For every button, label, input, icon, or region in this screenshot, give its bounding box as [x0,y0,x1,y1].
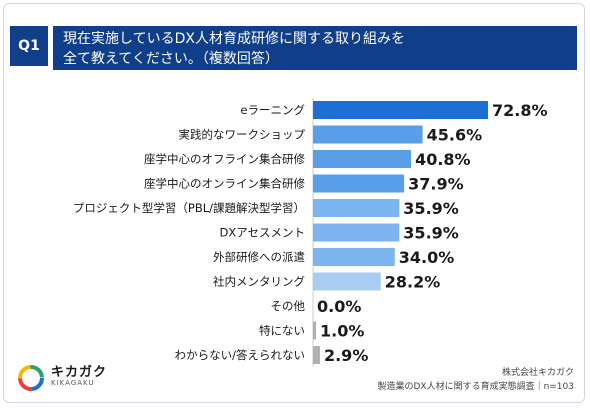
category-label: その他 [271,299,306,313]
value-label: 34.0% [399,248,455,267]
category-label: わからない/答えられない [175,348,305,362]
category-label: eラーニング [240,103,305,117]
bar [313,150,412,168]
category-label: 座学中心のオンライン集合研修 [144,177,305,191]
value-label: 72.8% [492,101,548,120]
value-label: 28.2% [385,273,441,292]
value-label: 35.9% [403,224,459,243]
kikagaku-logo-icon [18,365,44,391]
bar [313,199,400,217]
category-label: 外部研修への派遣 [213,250,305,264]
bar [313,248,395,266]
company-logo: キカガク KIKAGAKU [17,360,147,400]
source-company: 株式会社キカガク [501,368,574,378]
question-title-line2: 全て教えてください。（複数回答） [63,51,279,67]
question-title: 現在実施しているDX人材育成研修に関する取り組みを 全て教えてください。（複数回… [53,26,577,70]
bar [313,346,320,364]
category-label: 社内メンタリング [213,275,305,289]
source-note: 株式会社キカガク 製造業のDX人材に関する育成実態調査｜n=103 [377,366,574,394]
value-label: 40.8% [415,150,471,169]
bar [313,321,316,340]
source-survey: 製造業のDX人材に関する育成実態調査｜n=103 [377,382,574,392]
value-label: 1.0% [320,322,364,341]
bar [313,174,405,193]
bar [313,125,423,144]
category-label: 実践的なワークショップ [179,128,306,142]
logo-name: キカガク [51,365,108,380]
value-label: 35.9% [403,199,459,218]
bar [313,272,381,291]
category-label: プロジェクト型学習（PBL/課題解決型学習） [73,201,305,215]
question-title-line1: 現在実施しているDX人材育成研修に関する取り組みを [63,31,405,47]
value-label: 37.9% [408,175,464,194]
value-label: 2.9% [324,346,368,365]
value-label: 0.0% [317,297,361,316]
value-label: 45.6% [427,126,483,145]
bar [313,223,400,242]
logo-subtitle: KIKAGAKU [51,379,95,387]
category-label: 特にない [259,324,305,338]
bar [313,101,488,119]
category-label: 座学中心のオフライン集合研修 [144,152,305,166]
question-badge: Q1 [10,26,48,66]
category-label: DXアセスメント [219,226,305,240]
